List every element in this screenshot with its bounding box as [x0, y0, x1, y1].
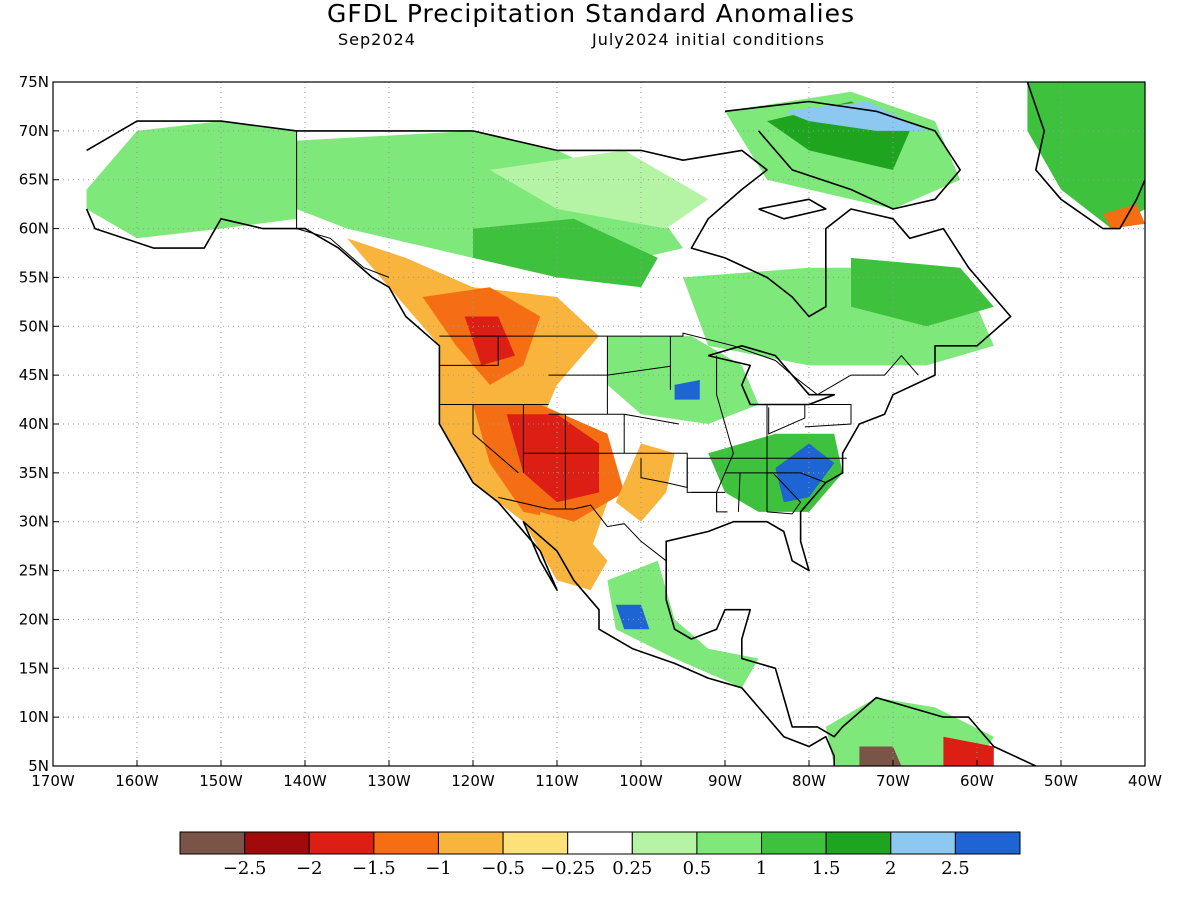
colorbar-tick-label: −0.25 [540, 858, 595, 879]
anomaly-region-venezuela-red [943, 736, 994, 766]
boundary-mississippi-alabama [737, 472, 741, 512]
boundary-alaska-border [296, 130, 390, 278]
boundary-us-mexico-border [498, 496, 667, 562]
latitude-tick-label: 5N [28, 757, 49, 775]
colorbar-tick-label: 0.5 [683, 858, 712, 879]
colorbar-tick-label: −2 [296, 858, 323, 879]
colorbar-legend: −2.5 −2 −1.5 −1 −0.5 −0.25 0.25 0.5 1 1.5 2 2.5 [179, 831, 1021, 879]
boundary-arkansas-line [686, 458, 725, 493]
boundary-parallel-35 [725, 472, 826, 484]
latitude-tick-label: 35N [19, 464, 49, 482]
colorbar-swatch [825, 831, 892, 855]
anomaly-region-alaska-wet [86, 121, 297, 239]
longitude-tick-label: 70W [876, 772, 910, 790]
longitude-tick-label: 170W [31, 772, 75, 790]
colorbar-swatch [308, 831, 375, 855]
colorbar-swatch [696, 831, 763, 855]
colorbar-swatch [567, 831, 633, 855]
colorbar-swatch [437, 831, 504, 855]
anomaly-region-baffin-blue [783, 101, 927, 131]
colorbar-swatch [890, 831, 956, 855]
map-title: GFDL Precipitation Standard Anomalies [327, 0, 855, 28]
anomaly-region-west-red-north [464, 316, 515, 366]
boundary-tx-ok-line [615, 452, 688, 489]
boundary-parallel-46 [439, 336, 499, 366]
colorbar-swatch [761, 831, 827, 855]
anomaly-region-iowa-blue [674, 380, 700, 400]
hudsonbay-islands [758, 198, 827, 220]
anomaly-region-mexico-wet [607, 560, 759, 688]
latitude-tick-label: 40N [19, 415, 49, 433]
boundary-ca-nv-line [472, 404, 519, 474]
anomaly-region-greenland-tip-dry [1103, 204, 1145, 229]
boundary-us-canada-border [439, 332, 919, 396]
latitude-tick-label: 25N [19, 562, 49, 580]
colorbar-swatch [954, 831, 1021, 855]
colorbar-swatch [244, 831, 310, 855]
colorbar-swatch [631, 831, 698, 855]
anomaly-region-mexico-blue [615, 604, 650, 630]
colorbar-tick-label: 1 [756, 858, 767, 879]
colorbar-tick-label: −0.5 [481, 858, 525, 879]
boundary-parallel-41 [548, 413, 679, 425]
boundary-georgia-line [766, 472, 802, 515]
colorbar-tick-label: −1 [425, 858, 452, 879]
greenland-coastline [1026, 82, 1145, 230]
colorbar-tick-label: 0.25 [612, 858, 652, 879]
latitude-tick-label: 15N [19, 659, 49, 677]
longitude-tick-label: 150W [199, 772, 243, 790]
north-america-coastline [86, 120, 1037, 766]
pacific-coastline [85, 208, 836, 766]
colorbar-tick-label: 2.5 [941, 858, 970, 879]
anomaly-region-colombia-brown [859, 746, 902, 766]
longitude-tick-label: 100W [619, 772, 663, 790]
longitude-tick-label: 110W [535, 772, 579, 790]
anomaly-shading-layer [86, 82, 1145, 766]
longitude-tick-label: 40W [1128, 772, 1162, 790]
longitude-tick-label: 120W [451, 772, 495, 790]
anomaly-region-baja-dry [540, 511, 608, 591]
colorbar-tick-label: −1.5 [352, 858, 396, 879]
latitude-tick-label: 30N [19, 513, 49, 531]
greatlakes-coastline [707, 344, 836, 406]
latitude-tick-label: 60N [19, 220, 49, 238]
longitude-tick-label: 60W [960, 772, 994, 790]
colorbar-tick-label: −2.5 [223, 858, 267, 879]
longitude-tick-label: 50W [1044, 772, 1078, 790]
longitude-axis-labels: 170W 160W 150W 140W 130W 120W 110W 100W 90W 80W 70… [31, 760, 1162, 790]
colorbar-tick-label: 2 [885, 858, 896, 879]
anomaly-region-canada-north-light [489, 150, 709, 229]
latitude-tick-label: 55N [19, 268, 49, 286]
latitude-tick-label: 70N [19, 122, 49, 140]
latitude-axis-labels: 75N 70N 65N 60N 55N 50N 45N 40N 35N 30N 25N 20N 15N 1… [19, 73, 59, 775]
boundary-pennsylvania-line [804, 404, 852, 428]
boundary-ohio-line [768, 404, 806, 435]
colorbar-swatch [502, 831, 569, 855]
longitude-tick-label: 80W [792, 772, 826, 790]
map-subtitle-month: Sep2024 [338, 30, 416, 49]
latitude-tick-label: 65N [19, 171, 49, 189]
latitude-tick-label: 45N [19, 366, 49, 384]
latitude-tick-label: 50N [19, 317, 49, 335]
coastline-layer [85, 82, 1145, 766]
political-boundary-layer [296, 130, 919, 562]
longitude-tick-label: 90W [708, 772, 742, 790]
latitude-tick-label: 10N [19, 708, 49, 726]
anomaly-region-labrador-green [851, 257, 994, 327]
colorbar-swatch [179, 831, 246, 855]
colorbar-tick-label: 1.5 [812, 858, 841, 879]
baffin-coastline [724, 100, 962, 210]
anomaly-region-canada-central-green [473, 218, 658, 288]
longitude-tick-label: 140W [283, 772, 327, 790]
anomaly-region-greenland-wet [1027, 82, 1145, 229]
latitude-tick-label: 75N [19, 73, 49, 91]
colorbar-swatch [373, 831, 439, 855]
anomaly-region-sw-red [506, 414, 599, 503]
map-subtitle-initial-conditions: July2024 initial conditions [592, 30, 825, 49]
longitude-tick-label: 160W [115, 772, 159, 790]
latitude-tick-label: 20N [19, 610, 49, 628]
anomaly-region-plains-dry [615, 443, 675, 522]
longitude-tick-label: 130W [367, 772, 411, 790]
